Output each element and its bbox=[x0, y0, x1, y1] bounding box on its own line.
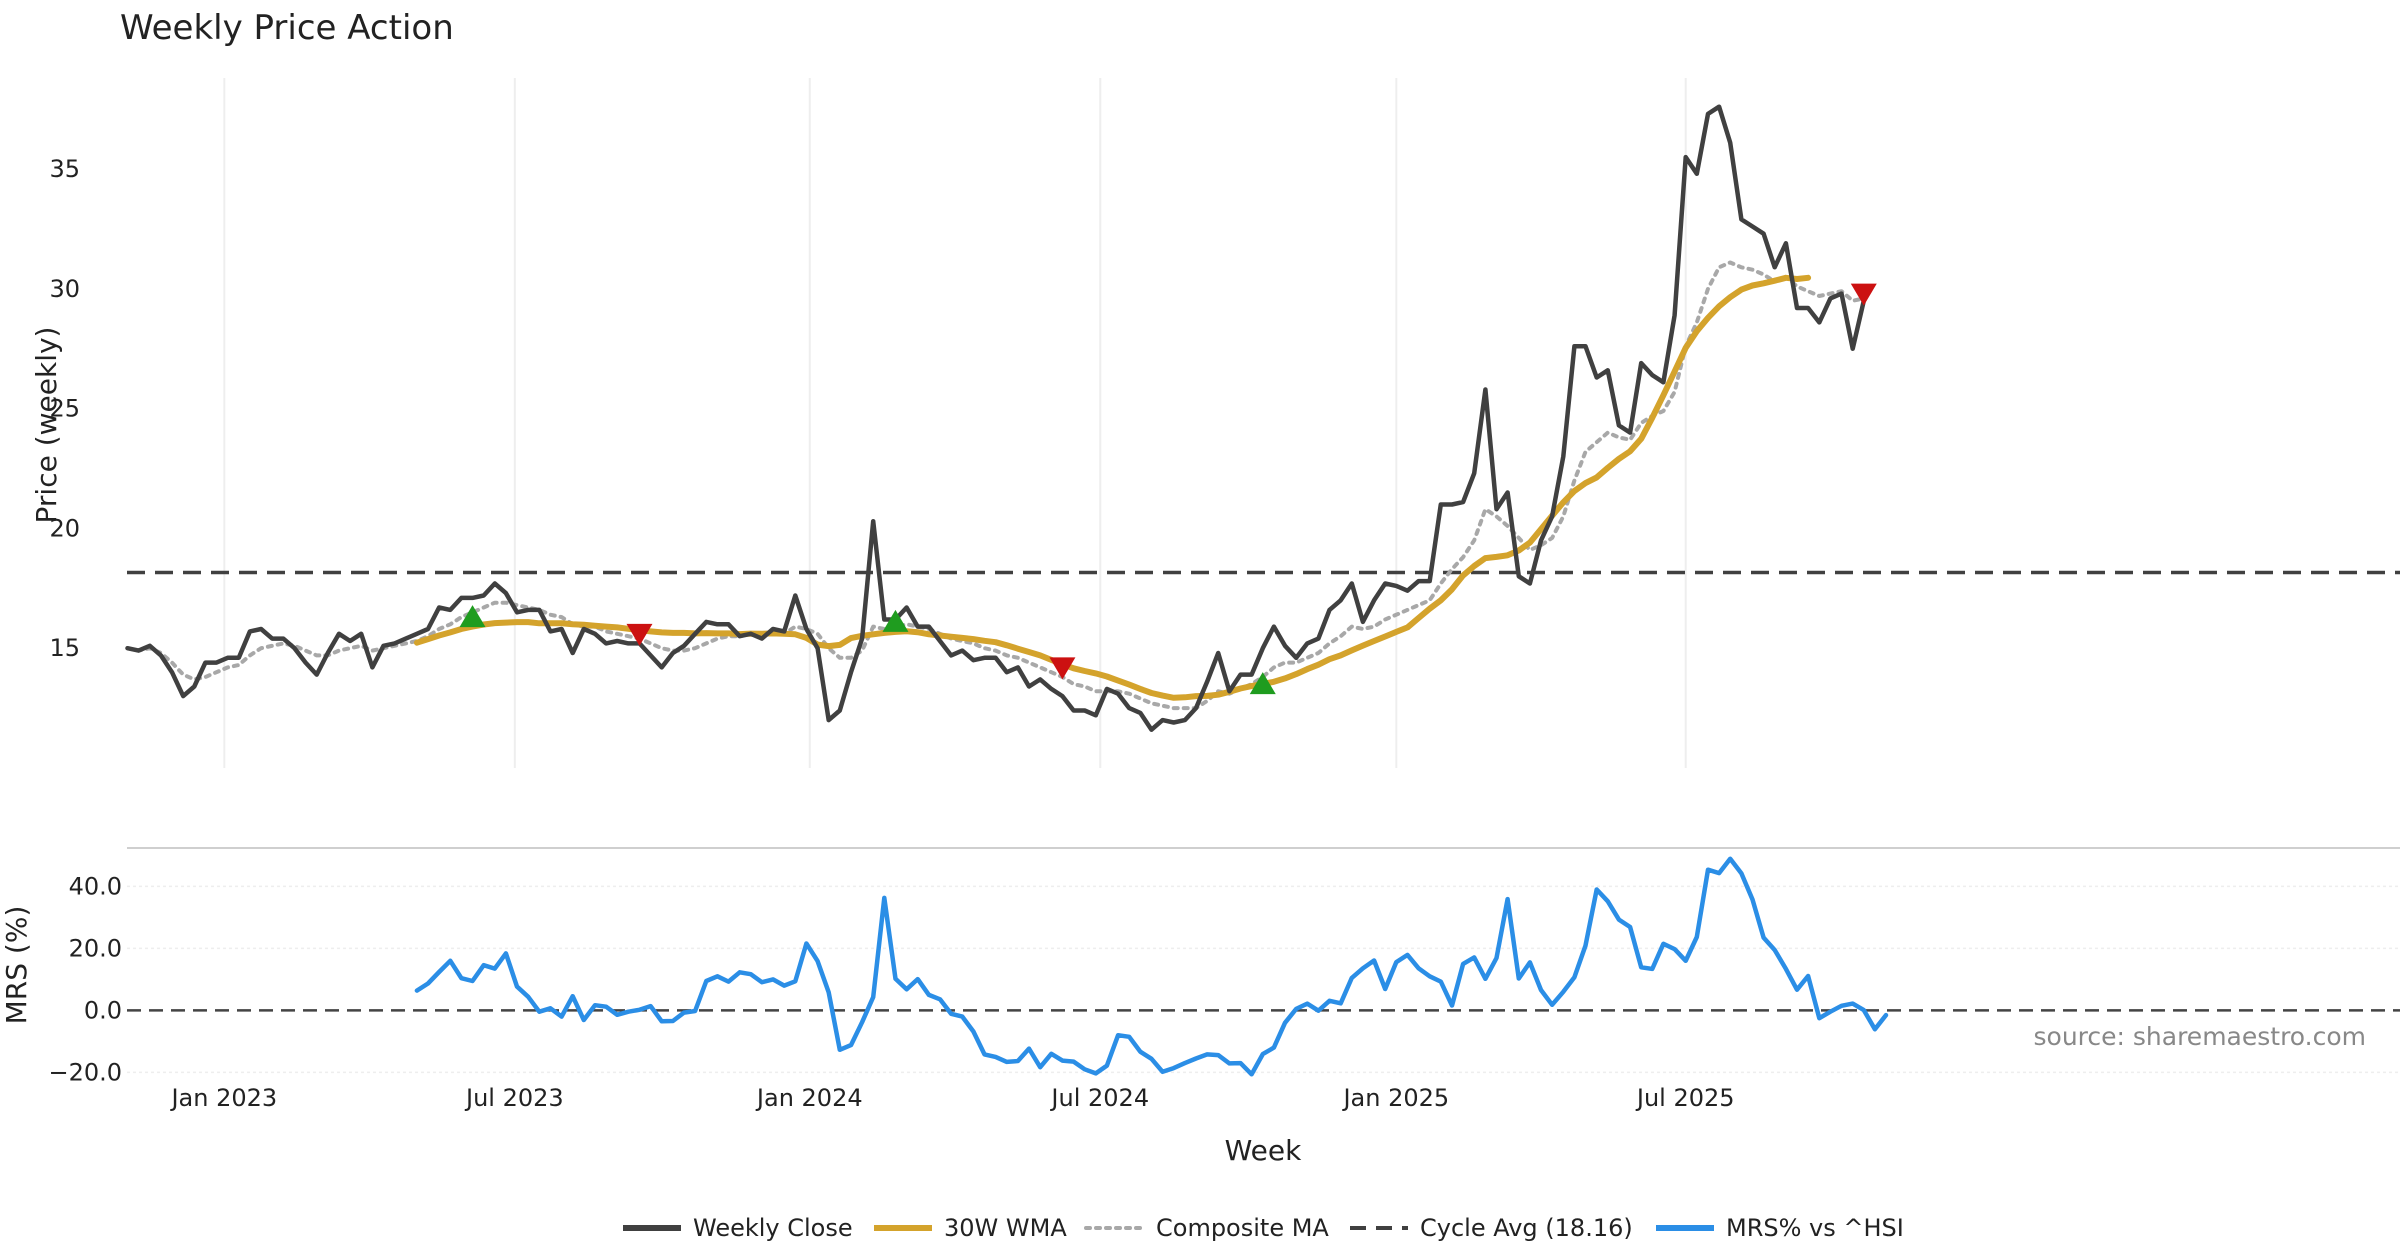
x-tick-1: Jul 2023 bbox=[464, 1084, 564, 1112]
buy-signal-2 bbox=[1249, 672, 1276, 695]
price-ytick-3: 30 bbox=[49, 275, 80, 303]
mrs-ytick-2: 0.0 bbox=[84, 996, 122, 1024]
legend-item-3: Cycle Avg (18.16) bbox=[1350, 1214, 1633, 1242]
legend-label-3: Cycle Avg (18.16) bbox=[1420, 1214, 1633, 1242]
legend: Weekly Close 30W WMA Composite MA Cycle Avg… bbox=[623, 1214, 1904, 1242]
price-ytick-2: 25 bbox=[49, 395, 80, 423]
x-tick-4: Jan 2025 bbox=[1341, 1084, 1449, 1112]
x-ticks: Jan 2023 Jul 2023 Jan 2024 Jul 2024 Jan 2025… bbox=[169, 1084, 1734, 1112]
legend-label-1: 30W WMA bbox=[944, 1214, 1067, 1242]
price-ytick-0: 15 bbox=[49, 634, 80, 662]
legend-item-4: MRS% vs ^HSI bbox=[1656, 1214, 1904, 1242]
x-tick-2: Jan 2024 bbox=[755, 1084, 863, 1112]
x-tick-0: Jan 2023 bbox=[169, 1084, 277, 1112]
legend-item-1: 30W WMA bbox=[874, 1214, 1067, 1242]
wma-30w-line bbox=[413, 274, 1812, 701]
sell-signal-2 bbox=[1850, 283, 1877, 306]
price-y-axis-label: Price (weekly) bbox=[30, 327, 63, 524]
legend-label-2: Composite MA bbox=[1156, 1214, 1329, 1242]
mrs-gridlines bbox=[127, 885, 2400, 1074]
x-axis-label: Week bbox=[1225, 1134, 1302, 1167]
price-ytick-1: 20 bbox=[49, 514, 80, 542]
sell-signal-0 bbox=[626, 623, 653, 646]
price-gridlines bbox=[223, 78, 1687, 768]
price-ytick-4: 35 bbox=[49, 155, 80, 183]
mrs-ytick-3: −20.0 bbox=[48, 1058, 122, 1086]
chart-title: Weekly Price Action bbox=[120, 8, 454, 48]
mrs-y-ticks: 40.0 20.0 0.0 −20.0 bbox=[48, 872, 122, 1086]
x-tick-3: Jul 2024 bbox=[1049, 1084, 1149, 1112]
legend-label-0: Weekly Close bbox=[693, 1214, 853, 1242]
mrs-ytick-1: 20.0 bbox=[69, 934, 122, 962]
mrs-y-axis-label: MRS (%) bbox=[0, 906, 33, 1025]
mrs-line bbox=[414, 856, 1889, 1077]
x-tick-5: Jul 2025 bbox=[1635, 1084, 1735, 1112]
buy-signal-1 bbox=[882, 609, 909, 632]
price-y-ticks: 15 20 25 30 35 bbox=[49, 155, 80, 662]
mrs-ytick-0: 40.0 bbox=[69, 872, 122, 900]
weekly-close-line bbox=[125, 104, 1867, 732]
legend-item-0: Weekly Close bbox=[623, 1214, 853, 1242]
source-credit: source: sharemaestro.com bbox=[2034, 1022, 2367, 1051]
legend-item-2: Composite MA bbox=[1084, 1214, 1329, 1242]
buy-signal-0 bbox=[459, 605, 486, 628]
sell-signal-1 bbox=[1049, 657, 1076, 680]
legend-label-4: MRS% vs ^HSI bbox=[1726, 1214, 1904, 1242]
signal-markers bbox=[459, 283, 1877, 695]
